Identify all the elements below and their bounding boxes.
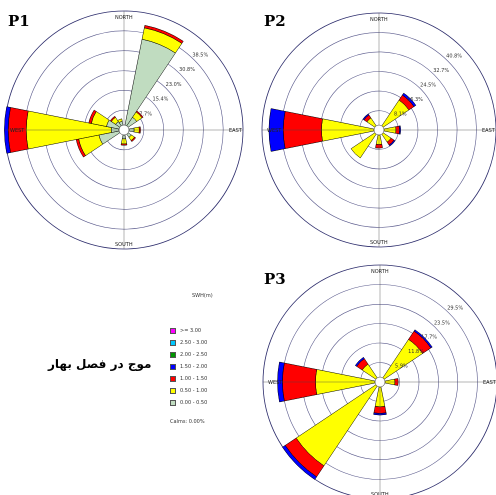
rose-ring-label: 15.4% <box>153 97 169 103</box>
rose-direction-label: WEST <box>267 128 282 134</box>
rose-petal <box>88 109 97 124</box>
rose-ring-label: 23.5% <box>434 320 450 326</box>
rose-petal <box>282 445 317 480</box>
wind-rose-p2: 8.1% 16.3% 24.5% 32.7% 40.8% NORTH EAST SOUTH WE… <box>261 12 496 248</box>
legend-label: 2.00 - 2.50 <box>180 352 208 358</box>
rose-direction-label: SOUTH <box>371 492 389 495</box>
legend-label: 0.50 - 1.00 <box>180 388 208 394</box>
legend-label: 0.00 - 0.50 <box>180 400 208 406</box>
rose-petal <box>362 113 370 121</box>
legend-swatch <box>170 328 176 334</box>
rose-petal <box>130 136 136 142</box>
legend-swatch <box>170 364 176 370</box>
rose-ring-label: 32.7% <box>433 68 449 74</box>
panel-label-p1: P1 <box>8 12 30 30</box>
rose-petal <box>354 356 365 367</box>
rose-petal <box>144 25 184 44</box>
rose-direction-label: WEST <box>268 380 283 386</box>
legend-item: >= 3.00 <box>170 327 260 336</box>
legend-title: SWH(m) <box>192 293 213 299</box>
panel-label-p2: P2 <box>264 12 286 30</box>
rose-ring-label: 17.7% <box>421 335 437 341</box>
rose-direction-label: NORTH <box>115 15 133 21</box>
rose-direction-label: SOUTH <box>370 240 388 246</box>
legend-swatch <box>170 376 176 382</box>
rose-ring-label: 24.5% <box>420 83 436 89</box>
rose-center <box>118 124 130 136</box>
legend-item: 0.50 - 1.00 <box>170 387 260 396</box>
rose-petal <box>109 115 116 122</box>
legend-calms: Calms: 0.00% <box>170 419 205 425</box>
legend-label: 1.50 - 2.00 <box>180 364 208 370</box>
rose-ring-label: 16.3% <box>407 97 423 103</box>
rose-direction-label: EAST <box>482 128 496 134</box>
legend-label: 2.50 - 3.00 <box>180 340 208 346</box>
rose-ring-label: 7.7% <box>139 111 152 117</box>
rose-petal <box>350 132 377 159</box>
season-caption: موج در فصل بهار <box>48 357 152 371</box>
rose-direction-label: WEST <box>10 128 25 134</box>
rose-center <box>373 124 385 136</box>
legend-item: 0.00 - 0.50 <box>170 399 260 408</box>
rose-petal <box>117 118 123 123</box>
rose-petal <box>413 329 433 349</box>
rose-ring-label: 5.9% <box>395 364 408 370</box>
wind-rose-p1: 7.7% 15.4% 23.0% 30.8% 38.5% NORTH EAST SOUTH WE… <box>4 10 244 250</box>
rose-ring-label: 11.8% <box>408 349 424 355</box>
legend-item: 2.50 - 3.00 <box>170 339 260 348</box>
rose-ring-label: 30.8% <box>179 67 195 73</box>
legend-swatch <box>170 400 176 406</box>
rose-petal <box>401 92 417 108</box>
legend-item: 1.50 - 2.00 <box>170 363 260 372</box>
rose-ring-label: 8.1% <box>394 112 407 118</box>
rose-petal <box>135 110 144 119</box>
rose-petal <box>388 139 396 147</box>
rose-direction-label: NORTH <box>370 17 388 23</box>
legend-label: 1.00 - 1.50 <box>180 376 208 382</box>
rose-direction-label: EAST <box>229 128 243 134</box>
legend-swatch <box>170 388 176 394</box>
legend-item: 1.00 - 1.50 <box>170 375 260 384</box>
rose-ring-label: 38.5% <box>192 52 208 58</box>
panel-label-p3: P3 <box>264 270 286 288</box>
legend-item: 2.00 - 2.50 <box>170 351 260 360</box>
wind-rose-p3: 5.9% 11.8% 17.7% 23.5% 29.5% NORTH EAST SOUTH WE… <box>262 264 496 495</box>
rose-center <box>374 376 386 388</box>
rose-ring-label: 23.0% <box>166 82 182 88</box>
rose-ring-label: 29.5% <box>447 306 463 312</box>
rose-direction-label: NORTH <box>371 269 389 275</box>
rose-direction-label: SOUTH <box>115 242 133 248</box>
rose-ring-label: 40.8% <box>446 54 462 60</box>
rose-direction-label: EAST <box>483 380 496 386</box>
legend-swatch <box>170 340 176 346</box>
legend-swatch <box>170 352 176 358</box>
legend-label: >= 3.00 <box>180 328 202 334</box>
